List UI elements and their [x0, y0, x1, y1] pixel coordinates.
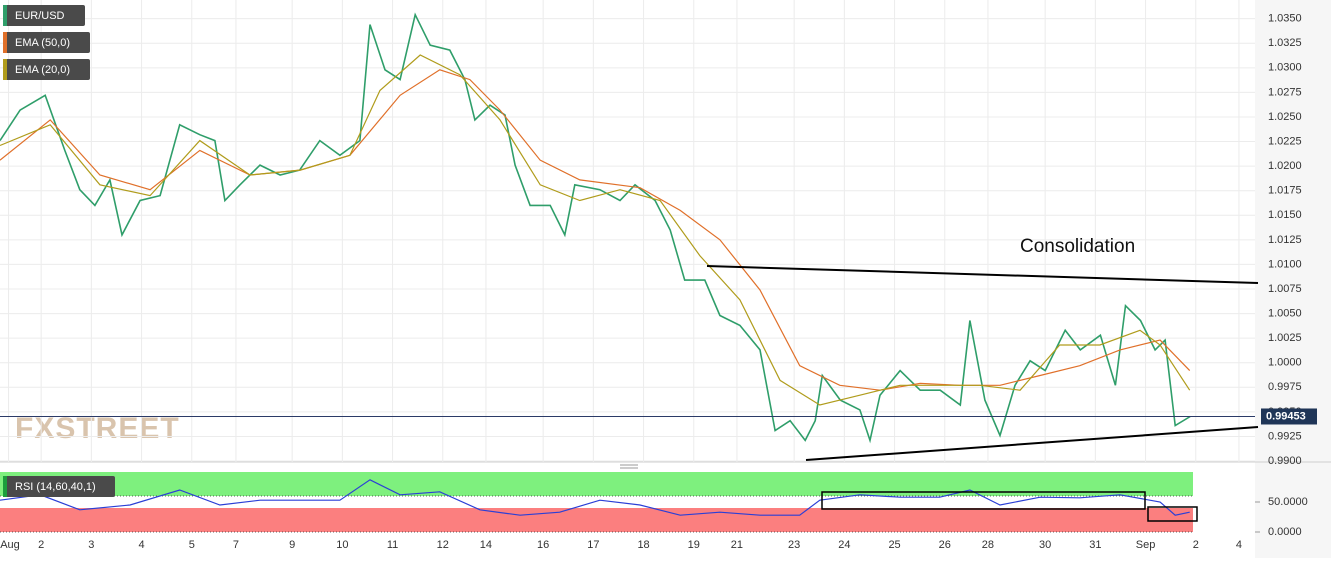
y-tick-label: 1.0000 [1268, 357, 1302, 369]
legend-box [3, 476, 115, 497]
y-tick-label: 1.0175 [1268, 185, 1302, 197]
y-tick-label: 1.0225 [1268, 135, 1302, 147]
x-tick-label: 21 [731, 539, 743, 551]
legend-label: EMA (20,0) [15, 64, 70, 76]
series-line [0, 69, 1191, 391]
x-tick-label: Sep [1136, 539, 1156, 551]
legend-label: RSI (14,60,40,1) [15, 481, 96, 493]
y-tick-label: 1.0075 [1268, 283, 1302, 295]
x-tick-label: 11 [387, 539, 398, 551]
series-line [0, 54, 1191, 406]
y-tick-label: 0.0000 [1268, 526, 1302, 538]
x-tick-label: 17 [587, 539, 599, 551]
y-tick-label: 1.0100 [1268, 258, 1302, 270]
x-tick-label: 24 [838, 539, 850, 551]
series-line [0, 12, 1191, 444]
x-tick-label: 16 [537, 539, 549, 551]
y-tick-label: 0.9900 [1268, 455, 1302, 467]
x-tick-label: 7 [233, 539, 239, 551]
series-line [0, 479, 1190, 516]
legend-box [3, 59, 90, 80]
legend-swatch [3, 5, 7, 26]
rsi-box [821, 491, 1146, 510]
watermark: FXSTREET [15, 412, 180, 445]
rsi-band [0, 508, 1193, 532]
x-tick-label: 4 [1236, 539, 1242, 551]
x-tick-label: 9 [289, 539, 295, 551]
upper-trendline [706, 265, 1259, 284]
y-tick-label: 1.0325 [1268, 37, 1302, 49]
price-panel [0, 0, 1255, 462]
x-tick-label: 18 [637, 539, 649, 551]
legend-label: EMA (50,0) [15, 37, 70, 49]
axis-panel [1255, 0, 1331, 558]
rsi-panel [0, 472, 1260, 533]
lower-trendline [805, 426, 1259, 461]
y-tick-label: 1.0275 [1268, 86, 1302, 98]
y-tick-label: 1.0350 [1268, 13, 1302, 25]
x-tick-label: 26 [939, 539, 951, 551]
y-tick-label: 0.9975 [1268, 381, 1302, 393]
x-tick-label: 30 [1039, 539, 1051, 551]
y-tick-label: 50.0000 [1268, 496, 1308, 508]
y-tick-label: 0.9925 [1268, 430, 1302, 442]
y-tick-label: 1.0300 [1268, 62, 1302, 74]
rsi-box [1147, 506, 1198, 522]
x-tick-label: 10 [336, 539, 348, 551]
x-tick-label: 2 [1193, 539, 1199, 551]
x-tick-label: 4 [139, 539, 145, 551]
x-tick-label: 28 [982, 539, 994, 551]
legend-swatch [3, 476, 7, 497]
x-tick-label: 31 [1089, 539, 1101, 551]
x-tick-label: 5 [189, 539, 195, 551]
y-tick-label: 1.0025 [1268, 332, 1302, 344]
y-tick-label: 1.0150 [1268, 209, 1302, 221]
legend-label: EUR/USD [15, 10, 65, 22]
legend: EUR/USD EMA (50,0) EMA (20,0) RSI (14,60,40… [3, 5, 115, 497]
x-tick-label: 25 [888, 539, 900, 551]
last-value-label: 0.99453 [1266, 410, 1306, 422]
legend-box [3, 32, 90, 53]
legend-box [3, 5, 85, 26]
x-tick-label: 14 [480, 539, 492, 551]
y-tick-label: 1.0250 [1268, 111, 1302, 123]
x-tick-label: 3 [88, 539, 94, 551]
legend-swatch [3, 32, 7, 53]
x-tick-label: 19 [688, 539, 700, 551]
legend-swatch [3, 59, 7, 80]
y-tick-label: 1.0050 [1268, 307, 1302, 319]
x-tick-label: Aug [0, 539, 20, 551]
x-tick-label: 2 [38, 539, 44, 551]
x-tick-label: 12 [437, 539, 449, 551]
last-value-tag [1261, 408, 1317, 425]
y-tick-label: 1.0200 [1268, 160, 1302, 172]
annotation: Consolidation [1020, 236, 1135, 257]
x-tick-label: 23 [788, 539, 800, 551]
y-tick-label: 1.0125 [1268, 234, 1302, 246]
